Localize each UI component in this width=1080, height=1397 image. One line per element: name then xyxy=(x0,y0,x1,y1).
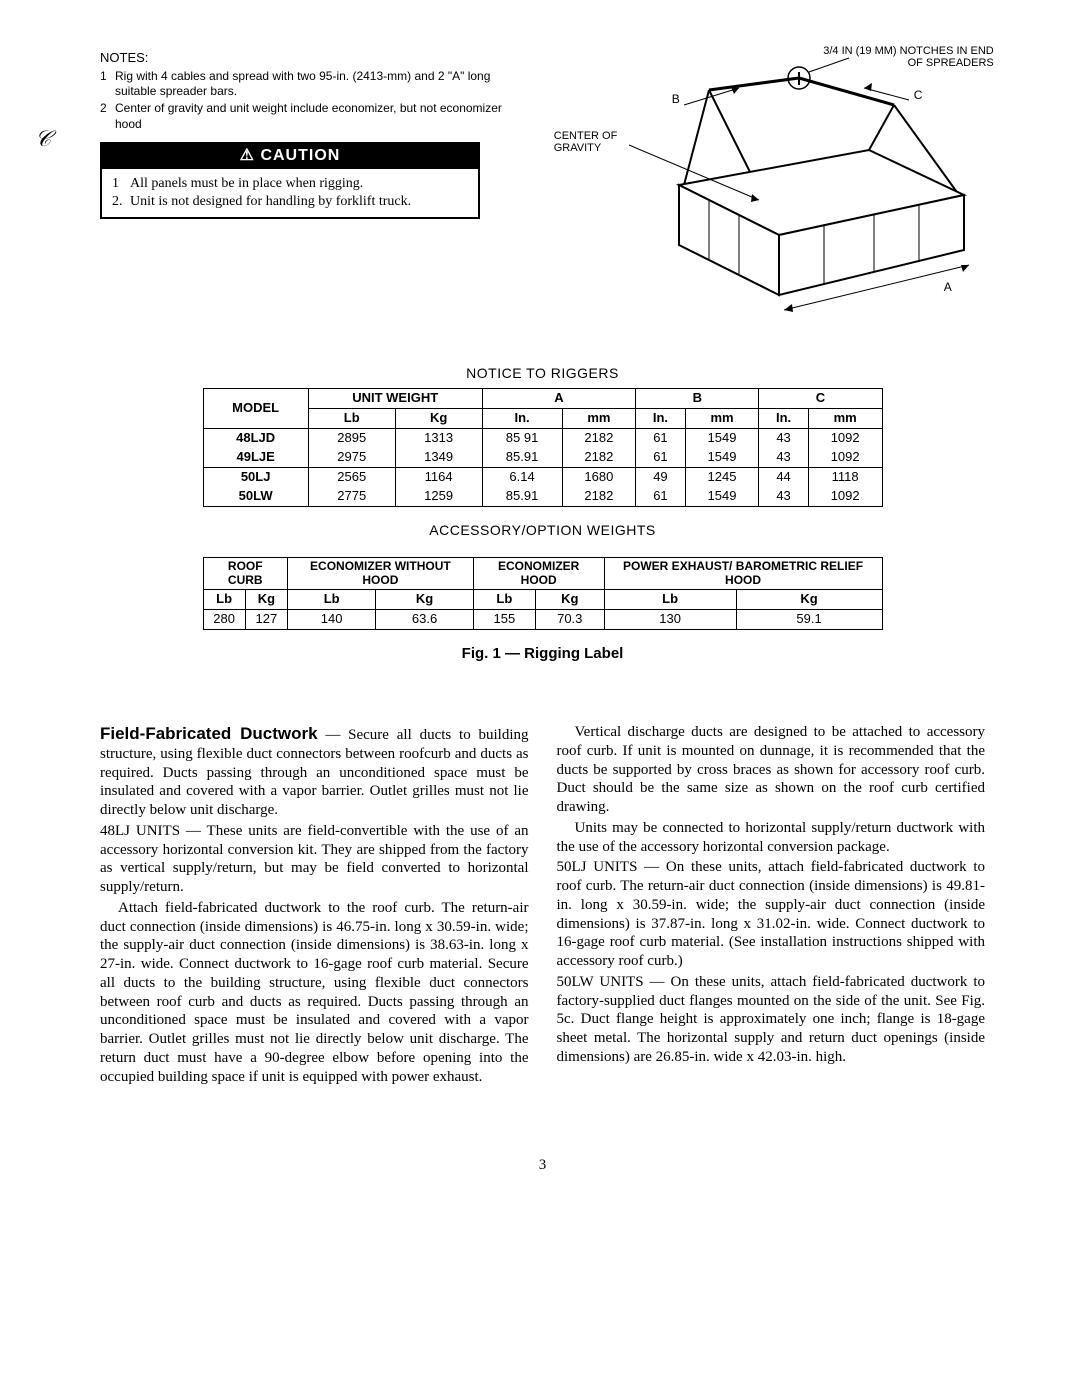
p5: Units may be connected to horizontal sup… xyxy=(557,819,986,857)
table-cell: 59.1 xyxy=(736,609,882,629)
caution-item-2: 2.Unit is not designed for handling by f… xyxy=(112,193,468,211)
page-number: 3 xyxy=(100,1156,985,1176)
th-in: In. xyxy=(482,409,562,429)
p7: 50LW UNITS — On these units, attach fiel… xyxy=(557,973,986,1067)
note-text-1: Rig with 4 cables and spread with two 95… xyxy=(115,69,523,100)
note-text-2: Center of gravity and unit weight includ… xyxy=(115,101,523,132)
caution-item-1: 1All panels must be in place when riggin… xyxy=(112,175,468,193)
table-cell: 70.3 xyxy=(535,609,604,629)
table-row: 28012714063.615570.313059.1 xyxy=(203,609,882,629)
cog-label: CENTER OF GRAVITY xyxy=(554,130,634,154)
notch-label: 3/4 IN (19 MM) NOTCHES IN END OF SPREADE… xyxy=(814,45,994,69)
caution-text-2: Unit is not designed for handling by for… xyxy=(130,193,411,211)
th-kg: Kg xyxy=(736,589,882,609)
th-unit-weight: UNIT WEIGHT xyxy=(308,389,482,409)
th-kg: Kg xyxy=(376,589,474,609)
notes-list: 1Rig with 4 cables and spread with two 9… xyxy=(100,69,523,132)
th-econ-nohood: ECONOMIZER WITHOUT HOOD xyxy=(287,558,473,590)
th-mm: mm xyxy=(808,409,882,429)
th-lb: Lb xyxy=(308,409,395,429)
p2: 48LJ UNITS — These units are field-conve… xyxy=(100,822,529,897)
riggers-table: MODEL UNIT WEIGHT A B C Lb Kg In. mm In.… xyxy=(203,388,883,506)
accessory-table: ROOF CURB ECONOMIZER WITHOUT HOOD ECONOM… xyxy=(203,557,883,630)
th-kg: Kg xyxy=(535,589,604,609)
table-cell: 130 xyxy=(604,609,736,629)
th-power-exhaust: POWER EXHAUST/ BAROMETRIC RELIEF HOOD xyxy=(604,558,882,590)
th-lb: Lb xyxy=(203,589,245,609)
table-cell: 155 xyxy=(473,609,535,629)
th-lb: Lb xyxy=(287,589,375,609)
table-cell: 63.6 xyxy=(376,609,474,629)
figure-caption: Fig. 1 — Rigging Label xyxy=(100,644,985,664)
th-b: B xyxy=(636,389,759,409)
dim-b: B xyxy=(672,92,680,108)
th-lb: Lb xyxy=(473,589,535,609)
th-c: C xyxy=(759,389,882,409)
notes-column: NOTES: 1Rig with 4 cables and spread wit… xyxy=(100,50,523,334)
th-econ-hood: ECONOMIZER HOOD xyxy=(473,558,604,590)
th-in: In. xyxy=(759,409,808,429)
p3: Attach field-fabricated ductwork to the … xyxy=(100,899,529,1087)
th-model: MODEL xyxy=(203,389,308,429)
table-cell: 280 xyxy=(203,609,245,629)
dim-a: A xyxy=(944,280,952,296)
caution-body: 1All panels must be in place when riggin… xyxy=(102,169,478,217)
table-row: 50LJ256511646.141680491245441118 xyxy=(203,468,882,487)
th-in: In. xyxy=(636,409,685,429)
body-heading: Field-Fabricated Ductwork xyxy=(100,724,318,743)
top-section: NOTES: 1Rig with 4 cables and spread wit… xyxy=(100,50,985,334)
th-roof-curb: ROOF CURB xyxy=(203,558,287,590)
table-row: 50LW2775125985.912182611549431092 xyxy=(203,487,882,506)
accessory-title: ACCESSORY/OPTION WEIGHTS xyxy=(100,521,985,539)
th-mm: mm xyxy=(685,409,759,429)
th-kg: Kg xyxy=(245,589,287,609)
caution-header: ⚠ CAUTION xyxy=(102,144,478,169)
note-item-1: 1Rig with 4 cables and spread with two 9… xyxy=(100,69,523,100)
table-cell: 140 xyxy=(287,609,375,629)
notes-heading: NOTES: xyxy=(100,50,523,67)
th-lb: Lb xyxy=(604,589,736,609)
caution-text-1: All panels must be in place when rigging… xyxy=(130,175,363,193)
p4: Vertical discharge ducts are designed to… xyxy=(557,723,986,817)
note-item-2: 2Center of gravity and unit weight inclu… xyxy=(100,101,523,132)
riggers-title: NOTICE TO RIGGERS xyxy=(100,364,985,382)
table-cell: 127 xyxy=(245,609,287,629)
table-row: 49LJE2975134985.912182611549431092 xyxy=(203,448,882,467)
body-text: Field-Fabricated Ductwork — Secure all d… xyxy=(100,723,985,1086)
table-row: 48LJD2895131385 912182611549431092 xyxy=(203,429,882,448)
th-kg: Kg xyxy=(395,409,482,429)
diagram-column: 3/4 IN (19 MM) NOTCHES IN END OF SPREADE… xyxy=(563,50,986,334)
margin-mark: 𝒞 xyxy=(35,125,51,154)
th-a: A xyxy=(482,389,636,409)
p1: Field-Fabricated Ductwork — Secure all d… xyxy=(100,723,529,820)
dim-c: C xyxy=(914,88,923,104)
caution-box: ⚠ CAUTION 1All panels must be in place w… xyxy=(100,142,480,219)
rigging-diagram: 3/4 IN (19 MM) NOTCHES IN END OF SPREADE… xyxy=(564,50,984,334)
th-mm: mm xyxy=(562,409,636,429)
p6: 50LJ UNITS — On these units, attach fiel… xyxy=(557,858,986,971)
